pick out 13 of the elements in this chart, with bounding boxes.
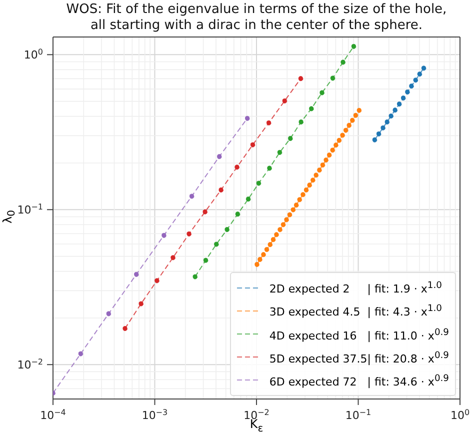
x-tick-label: 10$^{−3}$ bbox=[142, 408, 168, 422]
y-tick-label: 10$^{−1}$ bbox=[17, 202, 43, 217]
legend-label: 3D expected 4.5 | fit: 4.3 · x$^{1.0}$ bbox=[269, 302, 442, 322]
y-tick-label: 10$^{0}$ bbox=[24, 47, 43, 62]
x-tick-label: 10$^{0}$ bbox=[450, 408, 470, 422]
legend-label: 2D expected 2 | fit: 1.9 · x$^{1.0}$ bbox=[269, 279, 442, 298]
legend-label: 4D expected 16 | fit: 11.0 · x$^{0.9}$ bbox=[269, 326, 449, 344]
legend-label: 5D expected 37.5| fit: 20.8 · x$^{0.9}$ bbox=[269, 348, 449, 368]
chart-title: WOS: Fit of the eigenvalue in terms of the size of the hole, all starting with a dirac in the center of the sphere. bbox=[65, 2, 448, 34]
x-tick-label: 10$^{−1}$ bbox=[345, 408, 372, 422]
x-tick-label: 10$^{−4}$ bbox=[40, 408, 66, 422]
y-tick-label: 10$^{−2}$ bbox=[17, 357, 43, 372]
legend-label: 6D expected 72 | fit: 34.6 · x$^{0.9}$ bbox=[269, 372, 449, 390]
